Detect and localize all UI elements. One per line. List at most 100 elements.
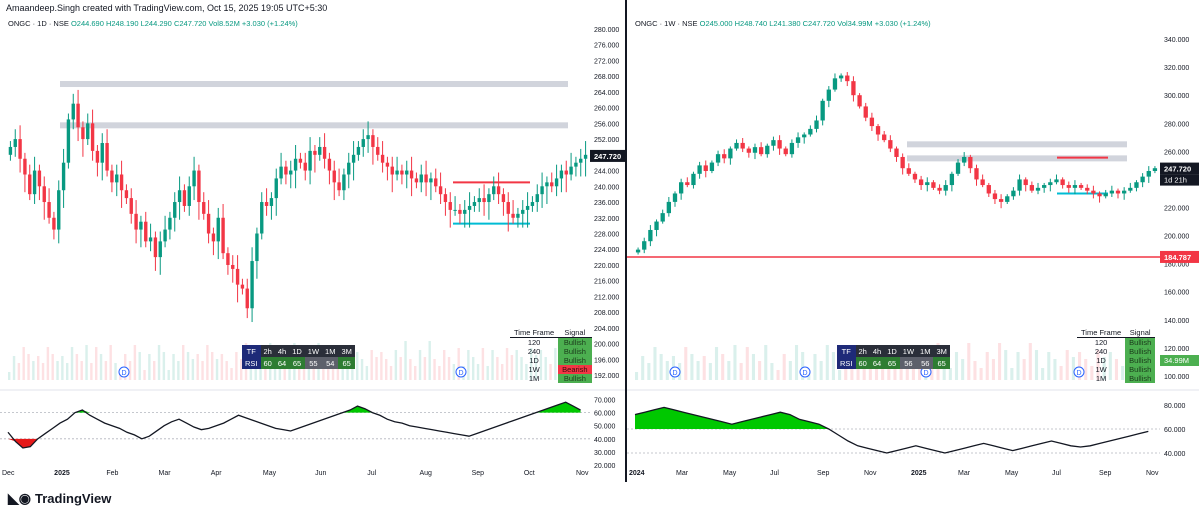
candle-body [540,186,544,195]
volume-bar [389,366,393,380]
volume-bar [128,361,132,380]
candle-body [968,156,973,169]
countdown-label: 1d 21h [1164,176,1187,185]
candle-body [1146,171,1151,177]
volume-bar [1084,359,1088,380]
candle-body [882,134,887,141]
tf-table-signal: Bullish [558,347,592,356]
candle-body [400,170,404,175]
candle-body [845,75,850,82]
red-level-tag [1160,250,1199,263]
candle-body [1048,182,1053,186]
volume-bar [1010,368,1014,380]
osc-tick-label: 20.000 [594,463,616,470]
volume-bar [505,348,509,380]
rsi-table-value: 60 [260,357,275,369]
last-price-tag [1160,162,1199,175]
resistance-zone [60,122,568,129]
candle-body [820,100,825,121]
candle-body [448,202,452,210]
candle-body [1072,185,1078,188]
candle-body [47,202,51,218]
y-tick-label: 252.000 [594,137,619,144]
candle-body [443,194,448,203]
candle-body [574,162,578,167]
volume-bar [56,361,59,380]
y-tick-label: 100.000 [1164,374,1189,381]
candle-body [235,268,240,285]
tf-table-timeframe: 1W [528,365,540,374]
candle-body [216,217,220,242]
volume-bar [491,350,494,380]
candle-body [361,139,365,147]
volume-bar [1004,350,1008,380]
volume-bar [690,354,694,380]
volume-bar [481,348,485,380]
candle-body [1017,179,1022,191]
candle-body [438,186,443,195]
volume-bar [486,366,489,380]
tradingview-logo[interactable]: ◣◉ TradingView [8,490,111,507]
candle-body [857,95,862,107]
weekly-chart-panel[interactable]: 340.000320.000300.000280.000260.000240.0… [627,15,1199,482]
daily-symbol: ONGC · 1D · NSE [8,19,69,28]
weekly-chart-svg[interactable]: 340.000320.000300.000280.000260.000240.0… [627,15,1199,482]
volume-bar [206,345,209,380]
candle-body [115,174,119,183]
volume-bar [641,356,645,380]
x-tick-label: 2025 [54,470,70,477]
volume-bar [211,352,214,380]
candle-body [124,190,129,199]
candle-body [139,221,143,230]
candle-body [777,140,782,149]
volume-bar [220,354,224,380]
candle-body [875,126,881,135]
tradingview-logo-icon: ◣◉ [8,490,31,506]
volume-bar [850,361,854,380]
candle-body [863,106,868,118]
candle-body [197,170,201,203]
volume-bar [1108,352,1112,380]
volume-bar [327,368,330,380]
tf-table-timeframe: 240 [1094,347,1108,356]
rsi-table-timeframe: 1M [917,345,934,357]
tf-table-signal: Bullish [1125,347,1156,356]
volume-bar [899,359,903,380]
tf-table-timeframe: 120 [1094,338,1108,347]
volume-bar [148,354,151,380]
x-tick-label: 2025 [911,470,927,477]
y-tick-label: 220.000 [1164,206,1189,213]
countdown-tag [1160,174,1199,186]
candle-body [76,103,80,128]
candle-body [158,241,162,258]
osc-overbought-fill [635,407,1149,429]
volume-bar [776,370,780,380]
candle-body [635,249,641,253]
volume-bar [635,372,639,380]
volume-bar [399,357,402,380]
candle-body [458,209,462,214]
candle-body [579,158,583,163]
red-level-label: 184.787 [1164,253,1191,262]
volume-bar [360,359,364,380]
daily-chart-panel[interactable]: 280.000 276.000 272.000 268.000 264.000 260.0… [0,15,625,482]
candle-body [313,150,317,155]
rsi-table-timeframe: 1W [899,345,918,357]
candle-body [1023,179,1028,186]
volume-bar [1096,350,1100,380]
volume-bar [549,364,552,380]
y-tick-label: 180.000 [1164,262,1189,269]
volume-bar [1090,366,1094,380]
candle-body [8,146,13,155]
tf-table-header: Signal [558,328,592,338]
volume-bar [22,347,25,380]
volume-bar [819,361,823,380]
daily-chart-svg[interactable]: 280.000 276.000 272.000 268.000 264.000 260.0… [0,15,625,482]
rsi-table-timeframe: TF [242,345,261,357]
candle-body [463,209,467,214]
volume-bar [99,354,103,380]
candle-body [758,147,764,155]
volume-bar [452,364,456,380]
candle-body [752,147,758,153]
volume-bar [838,370,842,380]
